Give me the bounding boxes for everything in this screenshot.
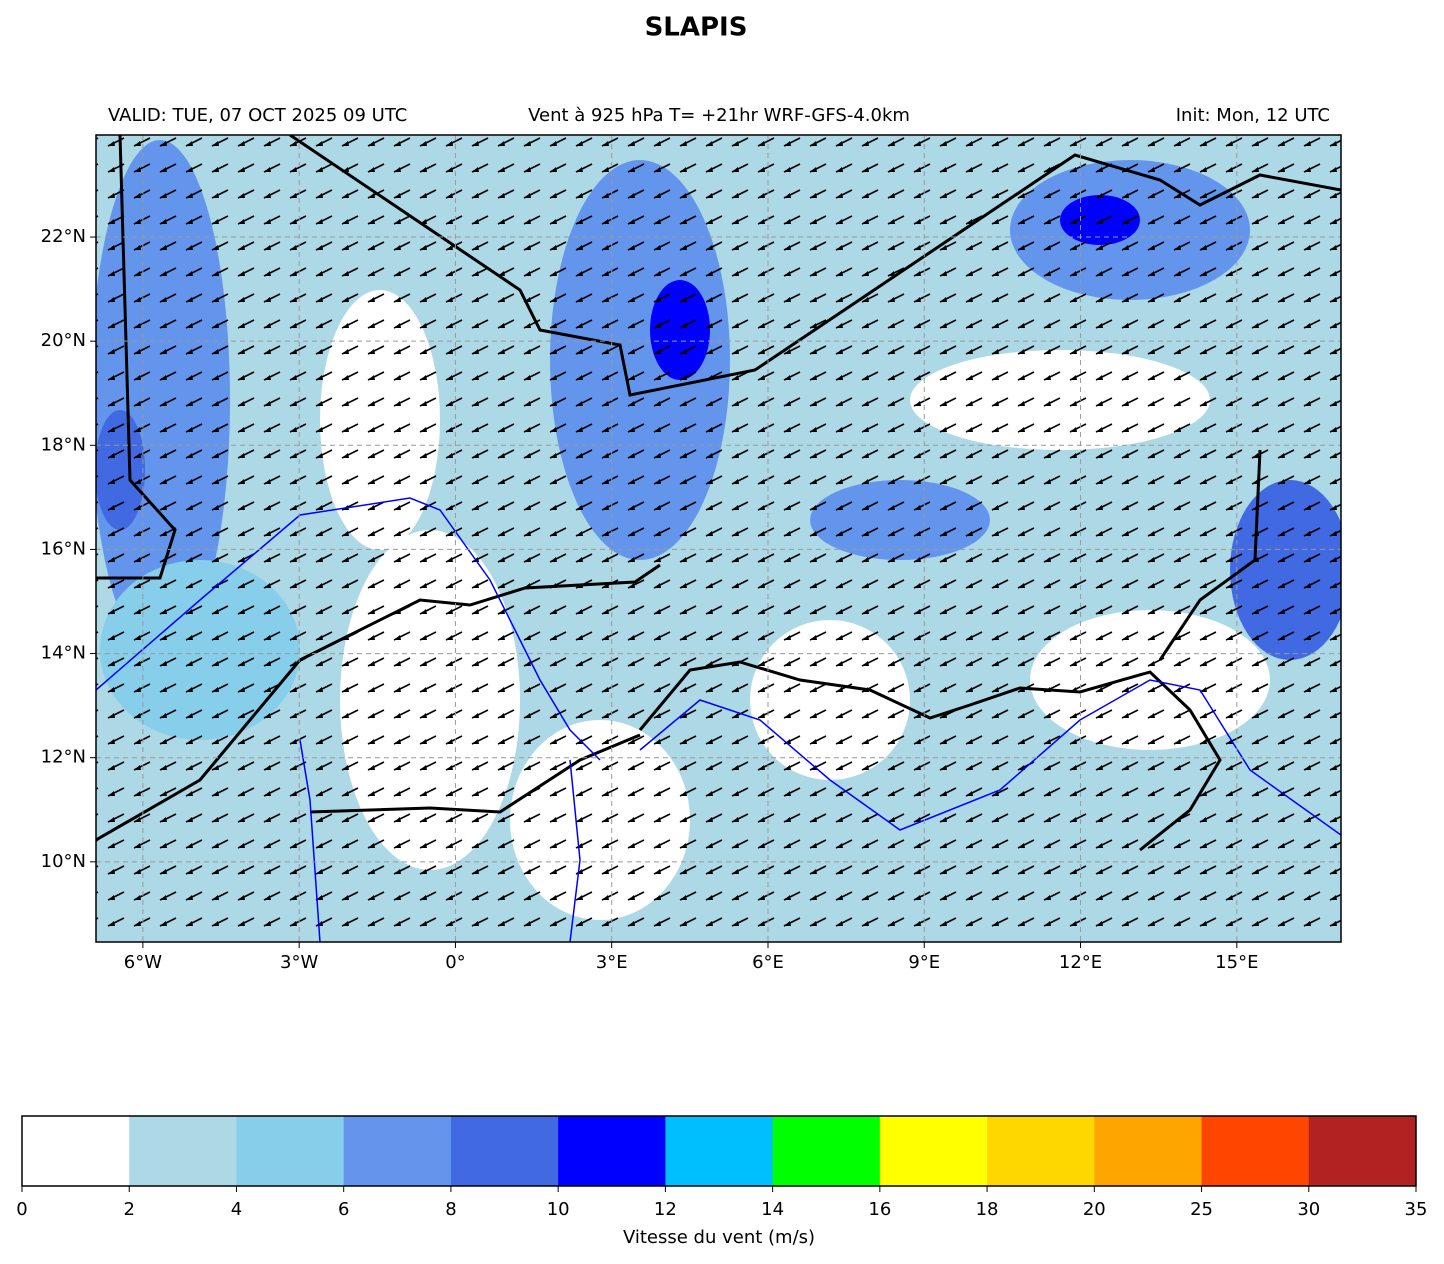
colorbar-tick-label: 35 <box>1405 1199 1428 1220</box>
x-tick-label: 3°E <box>596 952 628 973</box>
map-field <box>96 135 1341 942</box>
x-tick-label: 6°W <box>124 952 162 973</box>
colorbar-tick-label: 20 <box>1083 1199 1106 1220</box>
colorbar-segment <box>450 1116 559 1186</box>
y-tick-label: 20°N <box>41 330 86 351</box>
colorbar-segment <box>343 1116 452 1186</box>
colorbar-tick-label: 10 <box>547 1199 570 1220</box>
colorbar-segment <box>1201 1116 1310 1186</box>
y-tick-label: 14°N <box>41 643 86 664</box>
x-tick-label: 3°W <box>280 952 318 973</box>
colorbar-segment <box>1094 1116 1203 1186</box>
y-tick-label: 22°N <box>41 226 86 247</box>
colorbar-tick-label: 25 <box>1190 1199 1213 1220</box>
colorbar-segment <box>22 1116 130 1186</box>
title: SLAPIS <box>645 13 748 43</box>
colorbar-segment <box>558 1116 666 1186</box>
x-tick-label: 0° <box>445 952 465 973</box>
y-tick-label: 16°N <box>41 538 86 559</box>
colorbar-tick-label: 2 <box>124 1199 135 1220</box>
subtitle-right: Init: Mon, 12 UTC <box>1176 105 1330 126</box>
colorbar-tick-label: 30 <box>1297 1199 1320 1220</box>
x-tick-label: 6°E <box>752 952 784 973</box>
colorbar-segment <box>772 1116 881 1186</box>
colorbar-tick-label: 12 <box>654 1199 677 1220</box>
colorbar-segment <box>129 1116 237 1186</box>
y-tick-label: 12°N <box>41 747 86 768</box>
y-tick-label: 18°N <box>41 434 86 455</box>
colorbar-segment <box>987 1116 1095 1186</box>
colorbar-segment <box>236 1116 345 1186</box>
map-frame <box>95 134 1342 943</box>
x-tick-label: 9°E <box>908 952 940 973</box>
y-tick-label: 10°N <box>41 851 86 872</box>
colorbar-segment <box>1308 1116 1417 1186</box>
colorbar-tick-label: 8 <box>445 1199 456 1220</box>
colorbar-tick-label: 6 <box>338 1199 349 1220</box>
colorbar-frame <box>21 1115 1417 1187</box>
colorbar-tick-label: 14 <box>761 1199 784 1220</box>
colorbar-segment <box>879 1116 988 1186</box>
grid <box>96 135 1341 942</box>
colorbar-segment <box>665 1116 774 1186</box>
colorbar-tick-label: 16 <box>868 1199 891 1220</box>
subtitle-left: VALID: TUE, 07 OCT 2025 09 UTC <box>108 105 407 126</box>
colorbar-tick-label: 4 <box>231 1199 242 1220</box>
colorbar-label: Vitesse du vent (m/s) <box>623 1227 815 1248</box>
subtitle-center: Vent à 925 hPa T= +21hr WRF-GFS-4.0km <box>528 105 910 126</box>
x-tick-label: 12°E <box>1059 952 1102 973</box>
x-tick-label: 15°E <box>1215 952 1258 973</box>
colorbar-tick-label: 18 <box>976 1199 999 1220</box>
colorbar-tick-label: 0 <box>16 1199 27 1220</box>
